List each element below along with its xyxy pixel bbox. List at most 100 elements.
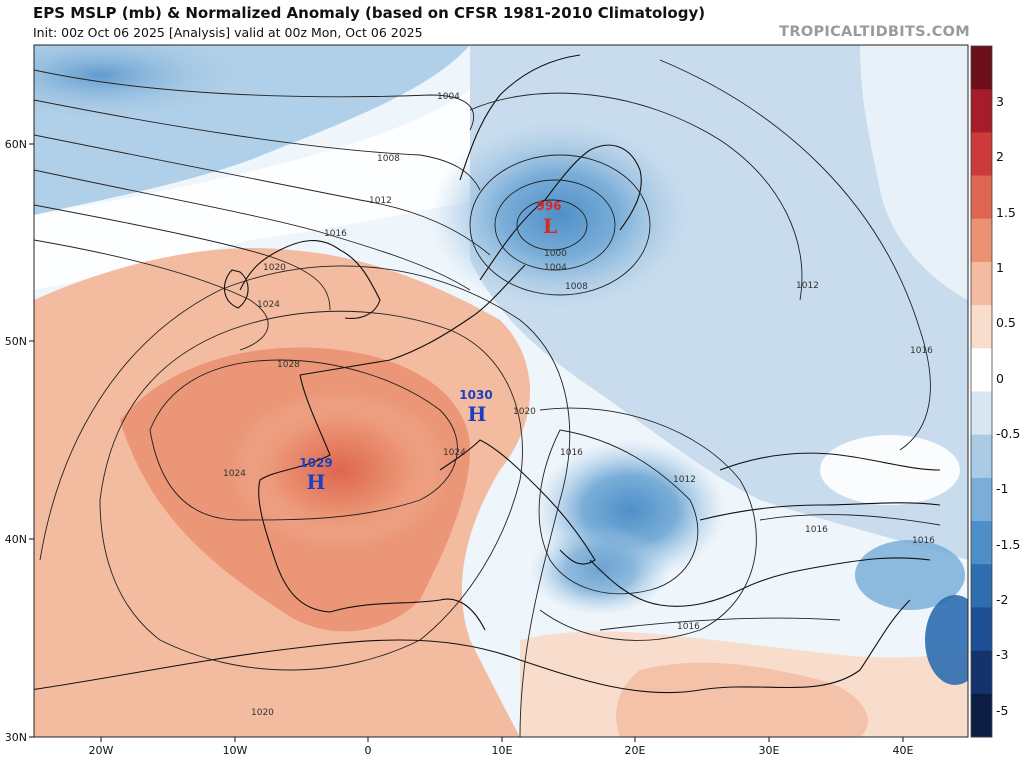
coast-black-sea-north <box>719 452 941 471</box>
colorbar-segment <box>971 434 992 479</box>
map-area: 1004 1008 1012 1016 1020 1024 1028 1000 … <box>34 45 968 737</box>
isobar-balkan-1012 <box>538 429 699 595</box>
colorbar-segment <box>971 477 992 522</box>
colorbar-segment <box>971 521 992 565</box>
colorbar-segment <box>971 305 992 349</box>
lon-label: 20W <box>89 744 114 757</box>
lat-label: 50N <box>5 335 27 348</box>
anomaly-core <box>230 390 450 550</box>
colorbar-segment <box>971 46 992 90</box>
isobar-low-1008 <box>469 154 651 296</box>
coast-france-north <box>299 264 526 376</box>
colorbar-segment <box>971 89 992 133</box>
anomaly-atlantic-core <box>34 45 240 120</box>
colorbar-label: -1 <box>996 481 1008 496</box>
isobar-high-1024 <box>99 310 523 671</box>
coast-britain <box>239 239 381 319</box>
high-pressure-value: 1029 <box>299 456 332 470</box>
colorbar-labels: 3 2 1.5 1 0.5 0 -0.5 -1 -1.5 -2 -3 -5 <box>996 94 1020 718</box>
lon-label: 40E <box>893 744 914 757</box>
isobar-balkan-1016 <box>539 407 757 641</box>
longitude-axis: 20W 10W 0 10E 20E 30E 40E <box>89 737 914 757</box>
colorbar-segment <box>971 348 992 392</box>
anomaly-anatolia-neutral <box>820 435 960 505</box>
isobar-label: 1008 <box>565 282 588 292</box>
isobar-labels: 1004 1008 1012 1016 1020 1024 1028 1000 … <box>223 92 935 718</box>
isobar-label: 1016 <box>910 346 933 356</box>
chart-title: EPS MSLP (mb) & Normalized Anomaly (base… <box>33 4 706 22</box>
isobar-label: 1004 <box>437 92 460 102</box>
colorbar-label: -1.5 <box>996 537 1020 552</box>
coast-north-africa <box>34 599 911 694</box>
coast-black-sea-south <box>699 502 941 521</box>
latitude-axis: 60N 50N 40N 30N <box>5 138 34 744</box>
isobar-label: 1024 <box>223 469 246 479</box>
lon-label: 10E <box>492 744 513 757</box>
isobar-1 <box>34 69 475 131</box>
isobar-4 <box>34 169 471 291</box>
colorbar-segment <box>971 650 992 695</box>
lon-label: 20E <box>625 744 646 757</box>
colorbar <box>970 45 993 738</box>
isobar-1016-east <box>659 59 931 451</box>
colorbar-label: 3 <box>996 94 1004 109</box>
colorbar-segment <box>971 693 992 738</box>
isobar-label: 1024 <box>443 448 466 458</box>
coast-ireland <box>223 269 249 309</box>
colorbar-label: 1 <box>996 260 1004 275</box>
high-pressure-marker: H <box>468 402 487 426</box>
colorbar-frame <box>970 45 993 738</box>
isobars <box>34 59 941 737</box>
isobar-1012-east <box>469 92 803 301</box>
isobar-5 <box>34 204 331 311</box>
isobar-label: 1016 <box>324 229 347 239</box>
colorbar-segment <box>971 261 992 306</box>
colorbar-label: 1.5 <box>996 205 1016 220</box>
low-pressure-value: 996 <box>536 199 561 213</box>
isobar-label: 1016 <box>805 525 828 535</box>
colorbar-label: -0.5 <box>996 426 1020 441</box>
isobar-label: 1012 <box>796 281 819 291</box>
colorbar-segment <box>971 607 992 652</box>
colorbar-label: -3 <box>996 647 1008 662</box>
colorbar-label: -5 <box>996 703 1008 718</box>
isobar-label: 1008 <box>377 154 400 164</box>
high-pressure-value: 1030 <box>459 388 492 402</box>
coast-iberia <box>258 374 486 631</box>
isobar-med-1016 <box>599 617 841 631</box>
isobar-label: 1016 <box>677 622 700 632</box>
colorbar-segment <box>971 218 992 263</box>
isobar-label: 1000 <box>544 249 567 259</box>
anomaly-neutral-band <box>34 90 480 290</box>
anomaly-levant <box>855 540 965 610</box>
anomaly-scandinavian-low <box>430 120 690 310</box>
pressure-center-high-alps: 1030 H <box>459 388 492 426</box>
brand-watermark[interactable]: TROPICALTIDBITS.COM <box>779 24 970 40</box>
isobar-label: 1012 <box>369 196 392 206</box>
coast-balkans-turkey <box>589 557 931 607</box>
pressure-center-low-scandinavia: 996 L <box>536 199 561 238</box>
isobar-label: 1020 <box>251 708 274 718</box>
lat-label: 60N <box>5 138 27 151</box>
low-pressure-marker: L <box>543 214 557 238</box>
isobar-label: 1020 <box>513 407 536 417</box>
isobar-label: 1012 <box>673 475 696 485</box>
colorbar-segment <box>971 391 992 436</box>
colorbar-segment <box>971 175 992 220</box>
high-pressure-marker: H <box>307 470 326 494</box>
pressure-center-high-iberia: 1029 H <box>299 456 332 494</box>
isobar-label: 1016 <box>560 448 583 458</box>
colorbar-label: -2 <box>996 592 1008 607</box>
lon-label: 10W <box>223 744 248 757</box>
colorbar-label: 0.5 <box>996 315 1016 330</box>
lon-label: 30E <box>759 744 780 757</box>
isobar-label: 1028 <box>277 360 300 370</box>
colorbar-segment <box>971 564 992 608</box>
isobar-label: 1016 <box>912 536 935 546</box>
anomaly-egypt <box>616 662 868 737</box>
isobar-low-1000 <box>516 199 588 251</box>
isobar-3 <box>34 134 491 256</box>
lon-label: 0 <box>365 744 372 757</box>
isobar-label: 1024 <box>257 300 280 310</box>
